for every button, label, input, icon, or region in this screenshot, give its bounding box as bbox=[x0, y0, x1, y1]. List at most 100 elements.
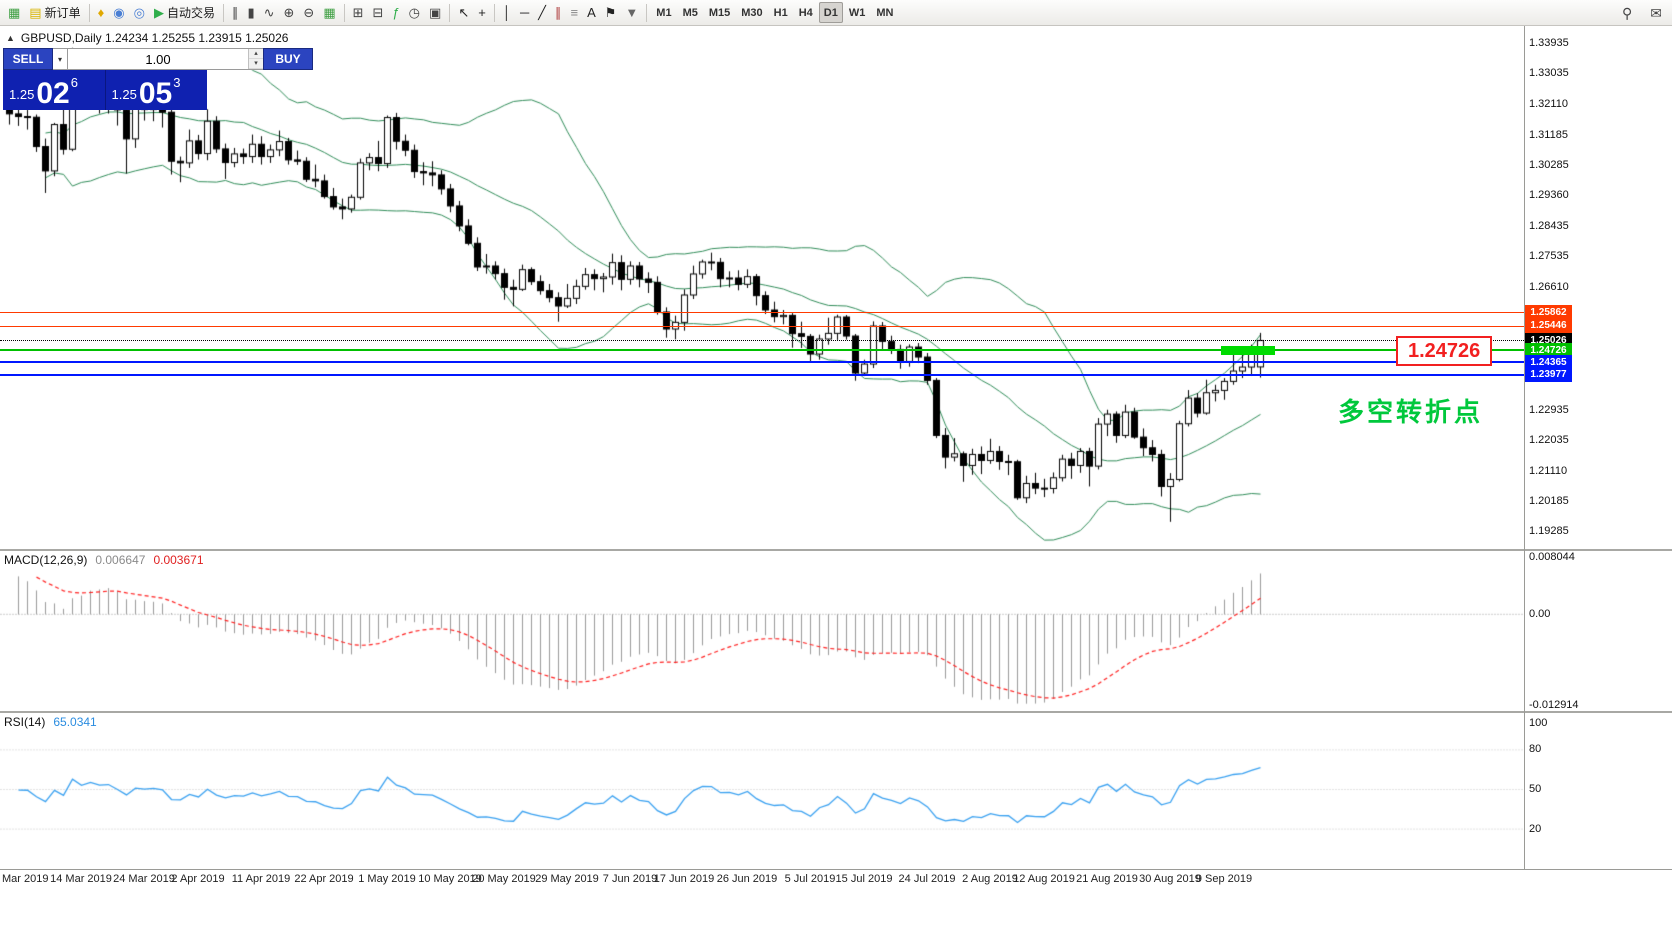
volume-input[interactable] bbox=[68, 49, 248, 69]
horizontal-line-tool-icon[interactable]: ─ bbox=[516, 2, 533, 23]
tile-windows-icon[interactable]: ▦ bbox=[319, 2, 339, 23]
macd-indicator-canvas[interactable] bbox=[0, 551, 1524, 711]
price-axis-tick: 1.22035 bbox=[1529, 433, 1569, 446]
timeframe-m15[interactable]: M15 bbox=[708, 6, 731, 19]
timeframe-mn[interactable]: MN bbox=[876, 6, 894, 19]
support-line-2[interactable] bbox=[0, 373, 1524, 376]
turning-point-note[interactable]: 多空转折点 bbox=[1338, 396, 1484, 427]
market-watch-icon[interactable]: ◉ bbox=[109, 2, 128, 23]
date-axis-label: 1 May 2019 bbox=[358, 873, 416, 885]
rsi-axis-label: 80 bbox=[1529, 743, 1542, 756]
order-options-dropdown[interactable]: ▾ bbox=[53, 48, 68, 70]
label-tool-icon-glyph: ⚑ bbox=[604, 5, 617, 20]
autotrading-button[interactable]: ▶ 自动交易 bbox=[150, 2, 219, 23]
toolbar-separator bbox=[646, 3, 648, 22]
chart-bars-icon-glyph: ∥ bbox=[231, 5, 239, 20]
date-axis-label: Mar 2019 bbox=[2, 873, 49, 885]
toolbar-separator bbox=[493, 3, 495, 22]
one-click-toggle-icon[interactable]: ▲ bbox=[6, 33, 15, 43]
price-chart-canvas[interactable] bbox=[0, 26, 1524, 549]
date-axis-label: 11 Apr 2019 bbox=[231, 873, 291, 885]
date-axis-label: 9 Sep 2019 bbox=[1195, 873, 1253, 885]
pivot-line-green[interactable] bbox=[0, 349, 1524, 351]
toolbar-separator bbox=[449, 3, 451, 22]
channel-tool-icon[interactable]: ∥ bbox=[551, 2, 566, 23]
search-icon[interactable]: ⚲ bbox=[1618, 3, 1636, 24]
periods-icon-glyph: ◷ bbox=[408, 5, 421, 20]
timeframe-h1[interactable]: H1 bbox=[773, 6, 788, 19]
date-axis-label: 24 Mar 2019 bbox=[113, 873, 175, 885]
navigator-icon[interactable]: ◎ bbox=[130, 2, 149, 23]
label-tool-icon[interactable]: ⚑ bbox=[601, 2, 621, 23]
one-click-trading-panel: SELL ▾ ▴ ▾ BUY 1.25 02 6 1.25 05 bbox=[3, 48, 313, 110]
macd-axis-label: 0.008044 bbox=[1529, 551, 1575, 563]
timeframe-d1[interactable]: D1 bbox=[818, 2, 843, 23]
indicators-icon[interactable]: ƒ bbox=[388, 2, 403, 23]
chart-line-icon[interactable]: ∿ bbox=[260, 2, 279, 23]
buy-price[interactable]: 1.25 05 3 bbox=[106, 70, 208, 110]
autotrading-button-glyph: ▶ bbox=[153, 5, 164, 20]
date-axis-label: 21 Aug 2019 bbox=[1076, 873, 1138, 885]
app-icon[interactable]: ▦ bbox=[4, 2, 24, 23]
market-watch-icon-glyph: ◉ bbox=[113, 5, 125, 20]
price-callout[interactable]: 1.24726 bbox=[1396, 336, 1493, 366]
macd-label: MACD(12,26,9) bbox=[4, 553, 88, 567]
date-axis-label: 22 Apr 2019 bbox=[294, 873, 354, 885]
trendline-tool-icon[interactable]: ╱ bbox=[534, 2, 550, 23]
pivot-line-green-tag: 1.24726 bbox=[1525, 343, 1572, 357]
sell-price-sup: 6 bbox=[70, 75, 78, 90]
buy-price-big: 05 bbox=[138, 76, 173, 110]
support-line-1-tag: 1.24365 bbox=[1525, 355, 1572, 370]
macd-main-value: 0.006647 bbox=[95, 553, 146, 567]
chart-shift-icon[interactable]: ⊟ bbox=[369, 2, 388, 23]
macd-panel-separator[interactable] bbox=[0, 549, 1672, 551]
date-axis-label: 17 Jun 2019 bbox=[653, 873, 715, 885]
price-axis-tick: 1.26610 bbox=[1529, 281, 1569, 294]
bid-price-line[interactable] bbox=[0, 340, 1524, 341]
resistance-line-2[interactable] bbox=[0, 325, 1524, 327]
zoom-out-icon[interactable]: ⊖ bbox=[299, 2, 318, 23]
shapes-dropdown-icon-glyph: ▼ bbox=[625, 5, 639, 20]
date-axis-separator bbox=[0, 869, 1672, 870]
zoom-in-icon[interactable]: ⊕ bbox=[280, 2, 299, 23]
resistance-line-1[interactable] bbox=[0, 312, 1524, 314]
timeframe-m30[interactable]: M30 bbox=[741, 6, 763, 19]
toolbar-group: ♦ ◉ ◎ ▶ 自动交易 bbox=[94, 2, 219, 23]
fibonacci-tool-icon-glyph: ≡ bbox=[570, 5, 579, 20]
crosshair-icon[interactable]: + bbox=[474, 2, 490, 23]
indicators-icon-glyph: ƒ bbox=[392, 5, 400, 20]
toolbar-left-groups: ▦ ▤ 新订单 ♦ ◉ ◎ ▶ 自动交易 ∥ ▮ ∿ ⊕ ⊖ ▦ ⊞ ⊟ ƒ ◷ ▣ ↖ + │ ─ ╱ ∥ ≡ A ⚑ ▼ M1 M5 M1… bbox=[4, 2, 898, 23]
cursor-icon[interactable]: ↖ bbox=[454, 2, 473, 23]
chart-candles-icon[interactable]: ▮ bbox=[243, 2, 258, 23]
sell-price[interactable]: 1.25 02 6 bbox=[3, 70, 106, 110]
profiles-icon[interactable]: ♦ bbox=[94, 2, 109, 23]
rsi-indicator-canvas[interactable] bbox=[0, 713, 1524, 869]
timeframe-m1[interactable]: M1 bbox=[656, 6, 672, 19]
highlight-segment[interactable] bbox=[1221, 346, 1275, 355]
volume-down-button[interactable]: ▾ bbox=[249, 59, 263, 69]
templates-icon[interactable]: ▣ bbox=[425, 2, 445, 23]
rsi-panel-separator[interactable] bbox=[0, 711, 1672, 713]
timeframe-h4[interactable]: H4 bbox=[798, 6, 813, 19]
periods-icon[interactable]: ◷ bbox=[405, 2, 424, 23]
new-order-button-label: 新订单 bbox=[44, 6, 81, 20]
date-axis-label: 14 Mar 2019 bbox=[50, 873, 112, 885]
text-tool-icon[interactable]: A bbox=[583, 2, 600, 23]
new-order-button[interactable]: ▤ 新订单 bbox=[25, 2, 84, 23]
horizontal-line-tool-icon-glyph: ─ bbox=[519, 5, 530, 20]
shapes-dropdown-icon[interactable]: ▼ bbox=[621, 2, 642, 23]
support-line-2-tag: 1.23977 bbox=[1525, 367, 1572, 382]
new-chart-icon[interactable]: ⊞ bbox=[349, 2, 368, 23]
vertical-line-tool-icon-glyph: │ bbox=[502, 5, 511, 20]
buy-button[interactable]: BUY bbox=[263, 48, 313, 70]
vertical-line-tool-icon[interactable]: │ bbox=[499, 2, 515, 23]
fibonacci-tool-icon[interactable]: ≡ bbox=[566, 2, 582, 23]
community-icon[interactable]: ✉ bbox=[1646, 3, 1666, 24]
timeframe-w1[interactable]: W1 bbox=[848, 6, 866, 19]
sell-button[interactable]: SELL bbox=[3, 48, 53, 70]
timeframe-m5[interactable]: M5 bbox=[682, 6, 698, 19]
support-line-1[interactable] bbox=[0, 361, 1524, 364]
volume-up-button[interactable]: ▴ bbox=[249, 49, 263, 59]
chart-bars-icon[interactable]: ∥ bbox=[228, 2, 243, 23]
